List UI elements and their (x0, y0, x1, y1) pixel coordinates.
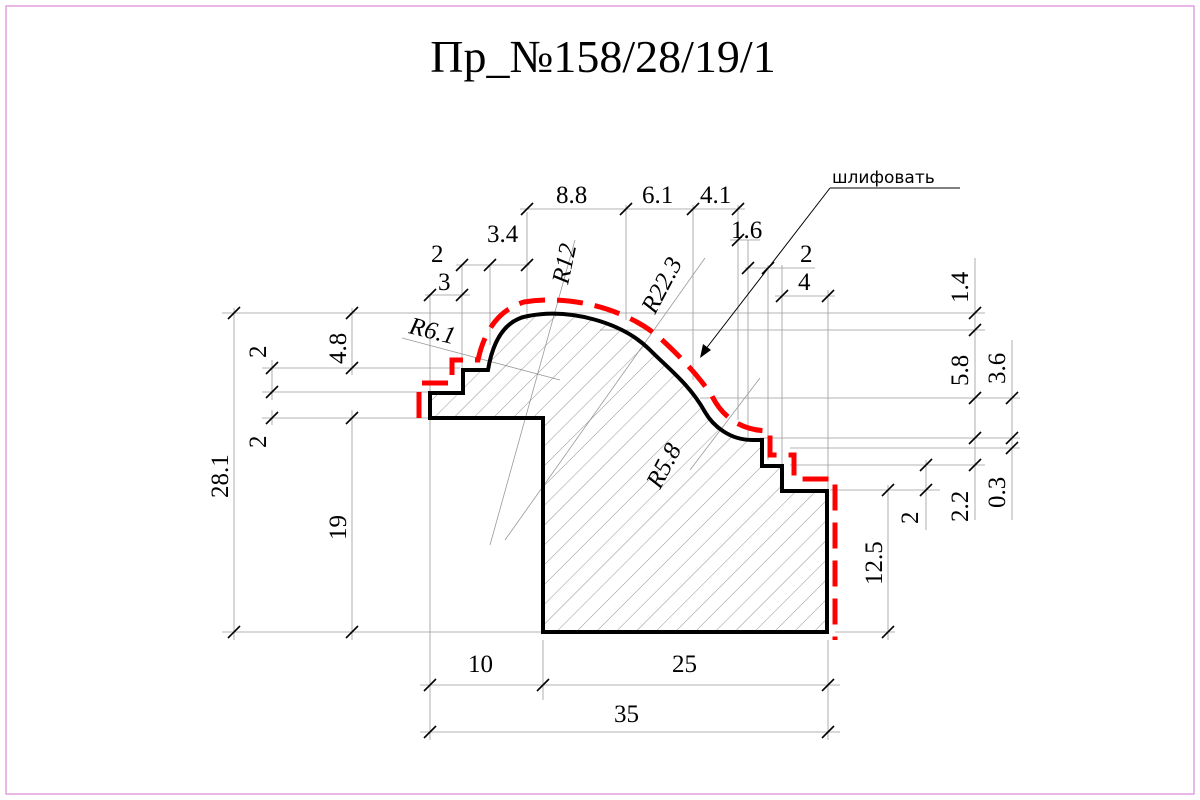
dim-left-2-top: 2 (245, 346, 272, 359)
dim-right-2-2: 2.2 (947, 491, 974, 522)
dim-left-2-bottom: 2 (245, 436, 272, 449)
dim-right-0-3: 0.3 (984, 477, 1011, 508)
dim-left-19: 19 (325, 515, 352, 540)
dim-top-2-right: 2 (800, 241, 813, 268)
radius-r22-3: R22.3 (636, 253, 688, 319)
drawing-title: Пр_№158/28/19/1 (430, 31, 775, 82)
dim-right-2: 2 (897, 512, 924, 525)
dim-top-8-8: 8.8 (556, 182, 587, 209)
sanding-line (416, 297, 838, 640)
dim-bottom-10: 10 (468, 651, 493, 678)
dim-right-12-5: 12.5 (861, 541, 888, 585)
dim-left-28-1: 28.1 (207, 454, 234, 498)
dim-top-6-1: 6.1 (642, 182, 673, 209)
dim-bottom-25: 25 (672, 651, 697, 678)
radius-r6-1: R6.1 (406, 312, 459, 350)
dim-top-4-right: 4 (798, 269, 811, 296)
dim-top-2-left: 2 (431, 241, 444, 268)
dim-top-3-left: 3 (438, 269, 451, 296)
profile-section (428, 311, 829, 634)
dim-top-3-4: 3.4 (487, 221, 519, 248)
page-border (5, 5, 1195, 795)
note-sanding: шлифовать (832, 168, 935, 188)
dim-bottom-35: 35 (614, 701, 639, 728)
dim-right-1-4: 1.4 (947, 271, 974, 303)
dim-left-4-8: 4.8 (325, 333, 352, 364)
note-leader (700, 187, 960, 358)
dimension-ticks (227, 202, 1019, 739)
dim-top-1-6: 1.6 (731, 217, 762, 244)
dim-top-4-1: 4.1 (700, 182, 731, 209)
radius-r12: R12 (547, 241, 582, 287)
dim-right-5-8: 5.8 (947, 355, 974, 386)
dim-right-3-6: 3.6 (984, 353, 1011, 384)
